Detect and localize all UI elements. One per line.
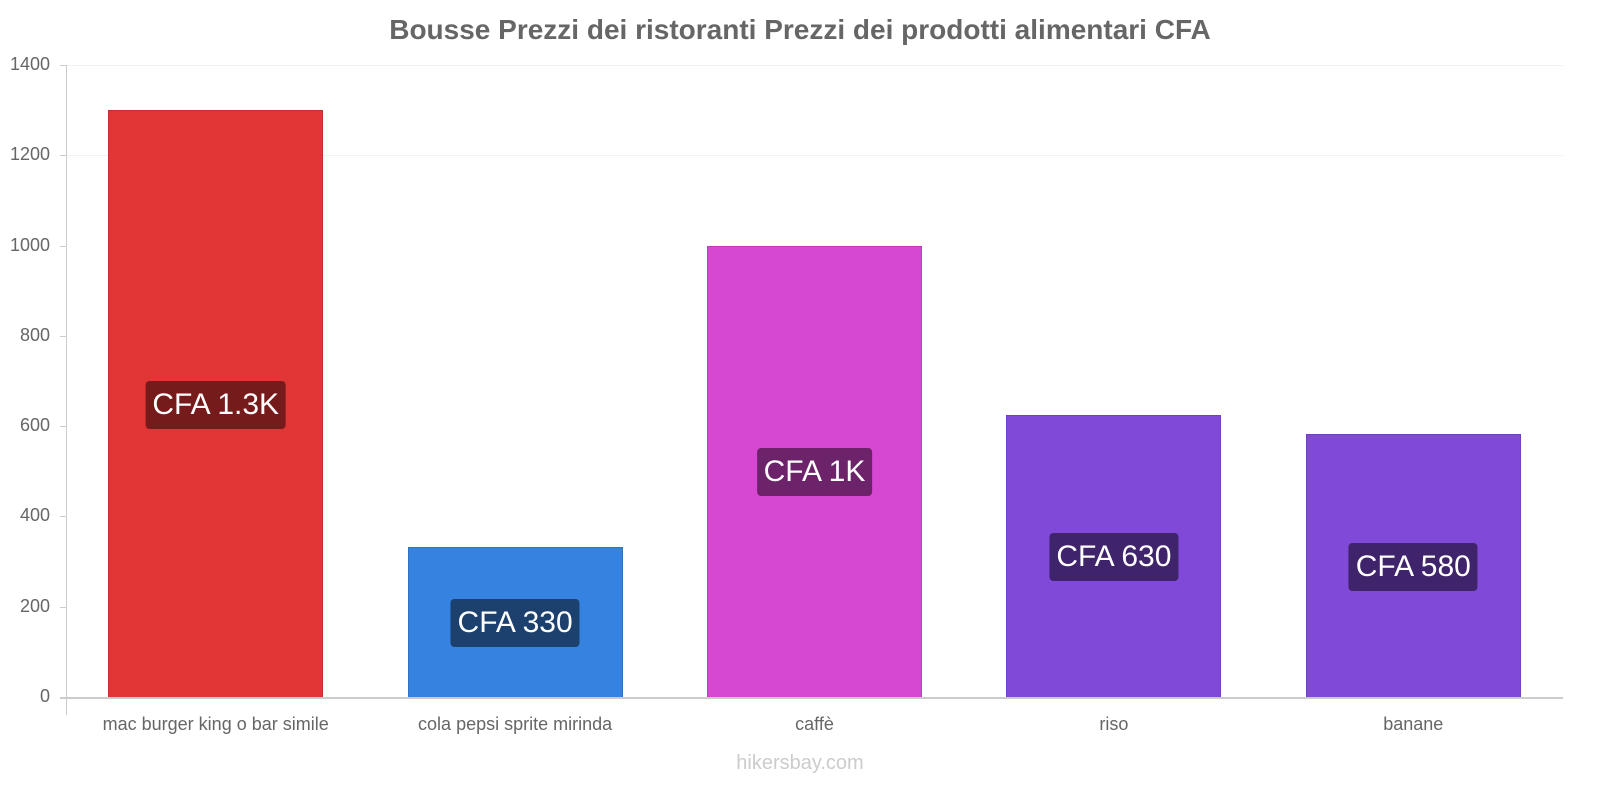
bar-value-label: CFA 1K xyxy=(756,448,873,497)
bar-value-label: CFA 580 xyxy=(1348,542,1478,591)
bar-4[interactable]: CFA 580 xyxy=(1305,434,1521,697)
y-tick-mark xyxy=(60,245,66,247)
x-axis-line xyxy=(60,697,1563,699)
y-tick-mark xyxy=(60,65,66,66)
y-tick-label: 600 xyxy=(19,415,50,436)
y-tick-mark xyxy=(60,606,66,608)
bar-value-label: CFA 630 xyxy=(1049,532,1179,581)
x-tick-label: banane xyxy=(1383,714,1444,734)
plot-area: CFA 1.3K CFA 330 CFA 1K CFA 630 CFA 580 xyxy=(66,65,1563,697)
chart-title: Bousse Prezzi dei ristoranti Prezzi dei … xyxy=(389,14,1211,45)
bar-value-label: CFA 330 xyxy=(450,598,580,647)
y-tick-mark xyxy=(60,516,66,518)
y-tick-label: 1000 xyxy=(9,234,50,255)
bar-2[interactable]: CFA 1K xyxy=(707,245,922,697)
y-tick-label: 0 xyxy=(39,686,50,706)
y-tick-mark xyxy=(60,697,66,698)
gridline-1200 xyxy=(66,155,1563,156)
bar-0[interactable]: CFA 1.3K xyxy=(108,110,324,697)
y-tick-label: 1200 xyxy=(9,144,50,165)
x-tick-label: cola pepsi sprite mirinda xyxy=(418,714,613,734)
y-tick-mark xyxy=(60,155,66,157)
y-tick-mark xyxy=(60,426,66,428)
y-axis-line xyxy=(66,65,67,715)
bar-3[interactable]: CFA 630 xyxy=(1006,414,1222,697)
x-tick-label: caffè xyxy=(795,714,834,734)
y-tick-label: 400 xyxy=(19,505,50,526)
y-tick-mark xyxy=(60,335,66,337)
x-tick-label: riso xyxy=(1099,714,1129,734)
x-tick-label: mac burger king o bar simile xyxy=(102,714,329,734)
gridline-1400 xyxy=(66,65,1563,66)
y-tick-label: 200 xyxy=(19,595,50,616)
bar-1[interactable]: CFA 330 xyxy=(407,546,623,697)
watermark: hikersbay.com xyxy=(736,752,864,774)
y-tick-label: 800 xyxy=(19,324,50,345)
bar-value-label: CFA 1.3K xyxy=(145,380,287,429)
y-tick-label: 1400 xyxy=(9,54,50,74)
